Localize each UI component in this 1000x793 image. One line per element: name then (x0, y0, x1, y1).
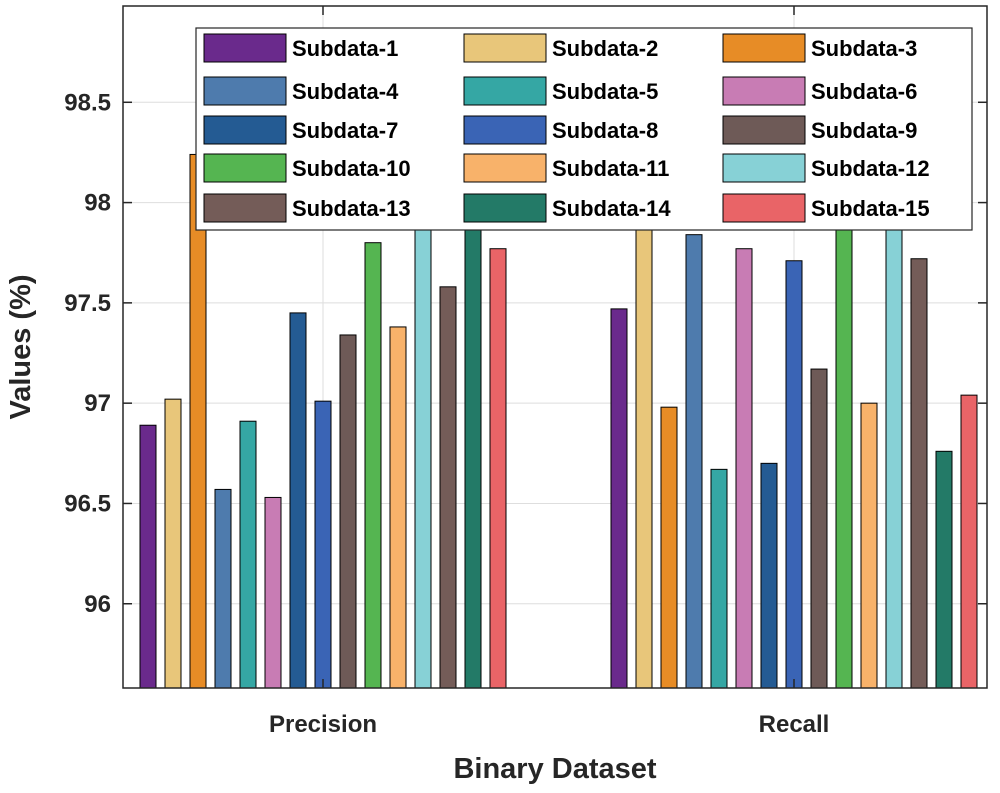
bar-subdata-4-recall (685, 234, 703, 689)
legend-box (195, 27, 973, 231)
legend-label-subdata-10: Subdata-10 (292, 156, 411, 181)
y-axis-ticks: 96 96.5 97 97.5 98 98.5 (64, 89, 987, 618)
bar-subdata-3-precision (189, 153, 207, 689)
legend-swatch-subdata-1 (203, 33, 287, 63)
bar-subdata-15-recall (960, 394, 978, 689)
legend-label-subdata-5: Subdata-5 (552, 79, 658, 104)
legend-label-subdata-14: Subdata-14 (552, 196, 671, 221)
legend-label-subdata-8: Subdata-8 (552, 118, 658, 143)
legend-swatch-subdata-7 (203, 115, 287, 145)
legend-swatch-subdata-10 (203, 153, 287, 183)
legend-swatch-subdata-15 (722, 193, 806, 223)
bar-subdata-2-recall (635, 210, 653, 689)
legend-label-subdata-2: Subdata-2 (552, 36, 658, 61)
legend-swatch-subdata-2 (463, 33, 547, 63)
legend-label-subdata-6: Subdata-6 (811, 79, 917, 104)
bar-subdata-10-precision (364, 242, 382, 689)
legend-label-subdata-3: Subdata-3 (811, 36, 917, 61)
y-tick-label: 97 (84, 390, 111, 417)
legend-label-subdata-13: Subdata-13 (292, 196, 411, 221)
x-tick-label: Recall (759, 711, 830, 738)
bar-subdata-7-precision (289, 312, 307, 689)
bar-subdata-13-precision (439, 286, 457, 689)
x-axis-ticks: Precision Recall (269, 6, 829, 738)
bar-subdata-13-recall (910, 258, 928, 689)
bar-subdata-4-precision (214, 488, 232, 689)
x-axis-title: Binary Dataset (453, 753, 656, 785)
bar-subdata-6-recall (735, 248, 753, 689)
legend-swatch-subdata-8 (463, 115, 547, 145)
bar-subdata-15-precision (489, 248, 507, 689)
bar-subdata-11-recall (860, 402, 878, 689)
bar-subdata-3-recall (660, 406, 678, 689)
y-axis-title: Values (%) (5, 274, 37, 419)
bar-subdata-5-recall (710, 468, 728, 689)
bar-subdata-1-recall (610, 308, 628, 689)
legend-swatch-subdata-13 (203, 193, 287, 223)
legend-label-subdata-12: Subdata-12 (811, 156, 930, 181)
legend-swatch-subdata-5 (463, 76, 547, 106)
y-tick-label: 96 (84, 591, 111, 618)
bar-subdata-1-precision (139, 424, 157, 689)
legend-label-subdata-9: Subdata-9 (811, 118, 917, 143)
x-tick-label: Precision (269, 711, 377, 738)
y-tick-label: 98 (84, 190, 111, 217)
legend-swatch-subdata-11 (463, 153, 547, 183)
y-tick-label: 97.5 (64, 290, 111, 317)
bar-subdata-9-precision (339, 334, 357, 689)
legend-label-subdata-4: Subdata-4 (292, 79, 399, 104)
legend-label-subdata-11: Subdata-11 (552, 156, 669, 181)
bar-subdata-5-precision (239, 420, 257, 689)
axes-box (122, 5, 988, 689)
bar-subdata-6-precision (264, 496, 282, 689)
bar-subdata-8-precision (314, 400, 332, 689)
legend-swatch-subdata-3 (722, 33, 806, 63)
bar-subdata-10-recall (835, 208, 853, 689)
legend-label-subdata-7: Subdata-7 (292, 118, 398, 143)
bar-subdata-7-recall (760, 462, 778, 689)
legend-swatch-subdata-9 (722, 115, 806, 145)
legend-swatch-subdata-12 (722, 153, 806, 183)
y-tick-label: 98.5 (64, 89, 111, 116)
legend-swatch-subdata-4 (203, 76, 287, 106)
bar-subdata-11-precision (389, 326, 407, 689)
legend: Subdata-1 Subdata-2 Subdata-3 Subdata-4 Subd… (195, 27, 973, 231)
bar-subdata-12-recall (885, 206, 903, 689)
y-tick-label: 96.5 (64, 490, 111, 517)
legend-label-subdata-15: Subdata-15 (811, 196, 930, 221)
bar-subdata-14-recall (935, 450, 953, 689)
bar-subdata-8-recall (785, 260, 803, 689)
legend-swatch-subdata-14 (463, 193, 547, 223)
legend-swatch-subdata-6 (722, 76, 806, 106)
legend-label-subdata-1: Subdata-1 (292, 36, 398, 61)
bar-subdata-2-precision (164, 398, 182, 689)
bar-subdata-9-recall (810, 368, 828, 689)
